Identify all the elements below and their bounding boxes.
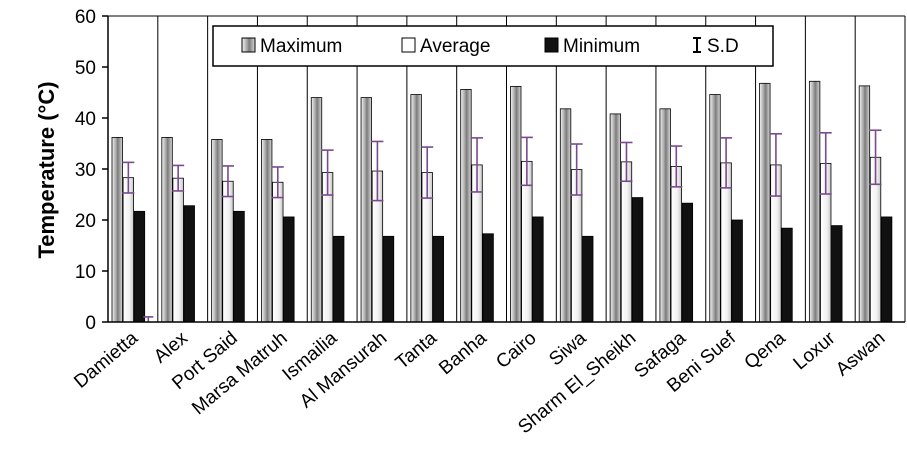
bar-minimum-aswan xyxy=(880,216,893,323)
bar-minimum-banha xyxy=(482,233,494,323)
legend: Maximum Average Minimum S.D xyxy=(212,25,774,67)
legend-box xyxy=(212,25,774,67)
bar-maximum-qena xyxy=(759,82,771,323)
bar-maximum-safaga xyxy=(659,108,671,323)
bar-minimum-al-mansurah xyxy=(382,235,395,323)
y-tick-label-40: 40 xyxy=(75,109,96,130)
bar-minimum-port-said xyxy=(233,210,245,323)
bar-average-damietta xyxy=(122,177,134,323)
bar-average-marsa-matruh xyxy=(272,181,284,323)
bar-maximum-siwa xyxy=(559,108,572,323)
x-tick-label-aswan: Aswan xyxy=(832,328,889,381)
legend-swatch-average xyxy=(401,37,416,53)
bar-minimum-beni-suef xyxy=(731,219,743,323)
bar-minimum-sharm-el-sheikh xyxy=(631,197,644,323)
bar-average-safaga xyxy=(670,166,682,323)
bar-maximum-cairo xyxy=(510,85,522,323)
x-tick-label-cairo: Cairo xyxy=(492,328,540,373)
bar-minimum-tanta xyxy=(432,235,444,323)
x-tick-label-tanta: Tanta xyxy=(392,327,441,373)
x-tick-label-qena: Qena xyxy=(741,327,790,373)
x-tick-label-banha: Banha xyxy=(435,327,491,379)
legend-swatch-minimum xyxy=(544,37,559,53)
bar-maximum-tanta xyxy=(410,94,422,323)
bar-average-port-said xyxy=(222,180,234,323)
x-tick-label-loxur: Loxur xyxy=(790,327,840,374)
bar-minimum-siwa xyxy=(582,235,594,323)
bar-minimum-alex xyxy=(183,205,195,323)
legend-label-average: Average xyxy=(420,36,490,57)
legend-label-sd: S.D xyxy=(707,36,739,57)
bar-maximum-loxur xyxy=(808,80,821,323)
bar-minimum-cairo xyxy=(532,216,544,323)
bar-maximum-sharm-el-sheikh xyxy=(609,113,622,323)
x-tick-label-al-mansurah: Al Mansurah xyxy=(296,328,391,413)
legend-swatch-maximum xyxy=(241,37,256,53)
bar-maximum-aswan xyxy=(858,85,871,323)
y-tick-label-0: 0 xyxy=(85,313,96,334)
bar-average-alex xyxy=(172,177,184,323)
x-tick-label-damietta: Damietta xyxy=(70,327,142,392)
bar-maximum-port-said xyxy=(211,139,223,323)
bar-minimum-ismailia xyxy=(333,235,345,323)
bar-average-sharm-el-sheikh xyxy=(620,161,633,323)
bar-minimum-safaga xyxy=(681,202,694,323)
bar-minimum-qena xyxy=(781,227,793,323)
bar-maximum-ismailia xyxy=(310,97,323,323)
legend-swatch-sd xyxy=(693,37,701,53)
y-axis-label: Temperature (°C) xyxy=(34,81,59,258)
bar-maximum-al-mansurah xyxy=(360,97,372,323)
x-tick-label-alex: Alex xyxy=(150,327,192,367)
y-tick-label-60: 60 xyxy=(75,7,96,28)
bar-minimum-marsa-matruh xyxy=(283,216,295,323)
y-tick-label-20: 20 xyxy=(75,211,96,232)
bar-maximum-beni-suef xyxy=(709,94,721,323)
bar-maximum-damietta xyxy=(111,136,123,323)
legend-label-minimum: Minimum xyxy=(563,36,640,57)
bar-minimum-loxur xyxy=(831,225,843,323)
y-tick-label-50: 50 xyxy=(75,58,96,79)
bar-maximum-banha xyxy=(460,89,472,323)
legend-label-maximum: Maximum xyxy=(260,36,342,57)
y-tick-label-10: 10 xyxy=(75,262,96,283)
y-tick-label-30: 30 xyxy=(75,160,96,181)
bar-maximum-alex xyxy=(161,136,173,323)
bar-minimum-damietta xyxy=(133,210,146,323)
bar-maximum-marsa-matruh xyxy=(261,139,273,323)
